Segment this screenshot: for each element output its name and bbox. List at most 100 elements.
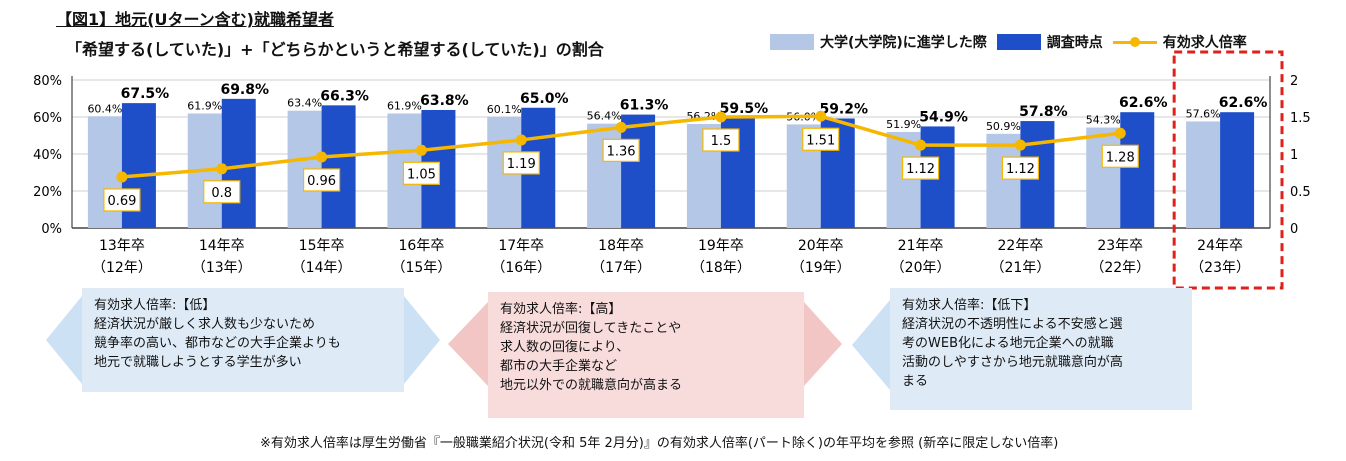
x-tick-sublabel: （22年） [1090,260,1150,276]
note-low-line: 経済状況が厳しく求人数も少ないため [94,317,316,332]
ratio-point [915,139,927,151]
bar-university-label: 60.4% [87,102,122,115]
y-right-tick-label: 2 [1290,74,1298,89]
bar-university [1186,121,1221,228]
bar-university [1086,127,1121,228]
legend-label-survey: 調査時点 [1046,35,1103,51]
ratio-label: 1.36 [607,144,636,159]
note-high-line: 地元以外での就職意向が高まる [500,378,683,393]
y-left-tick-label: 20% [33,185,62,200]
ratio-point [116,171,128,183]
bar-university-label: 57.6% [1186,107,1221,120]
x-tick-sublabel: （23年） [1190,260,1250,276]
y-right-tick-label: 0.5 [1290,185,1311,200]
bar-university-label: 60.1% [487,103,522,116]
x-tick-label: 14年卒 [199,238,245,254]
x-tick-label: 15年卒 [299,238,345,254]
note-high-line: 求人数の回復により、 [500,340,630,355]
x-tick-sublabel: （15年） [392,260,452,276]
y-left-tick-label: 60% [33,111,62,126]
ratio-label-box [302,168,341,192]
bar-survey [221,98,256,229]
bar-university [986,133,1021,228]
ratio-label-box [802,127,840,151]
bar-survey-label: 57.8% [1019,104,1068,120]
x-tick-sublabel: （13年） [192,260,252,276]
x-tick-sublabel: （18年） [691,260,751,276]
arrow-left-icon [852,300,890,390]
bar-survey [1220,112,1255,228]
bar-survey-label: 67.5% [121,86,170,102]
x-tick-label: 20年卒 [798,238,844,254]
bar-survey [621,114,656,228]
legend-item-survey: 調査時点 [996,32,1103,52]
ratio-label: 1.5 [711,134,732,149]
bar-survey-label: 65.0% [520,91,569,107]
ratio-point [715,111,727,123]
bar-university-label: 56.4% [587,110,622,123]
bar-survey-label: 62.6% [1119,95,1168,111]
bar-survey [321,105,356,228]
bar-university-label: 63.4% [287,97,322,110]
ratio-point [415,144,427,156]
highlight-box [1172,50,1284,290]
x-tick-sublabel: （20年） [891,260,951,276]
note-decline-line: まる [902,374,929,389]
bar-survey-label: 66.3% [320,88,369,104]
bar-university [886,131,921,228]
note-decline-line: 経済状況の不透明性による不安感と選 [902,317,1123,332]
ratio-label-box [402,161,441,185]
bar-university-label: 61.9% [387,99,422,112]
x-tick-sublabel: （21年） [991,260,1051,276]
legend-swatch-line [1112,34,1157,50]
x-tick-label: 22年卒 [998,238,1044,254]
bar-university-label: 51.9% [886,118,921,131]
ratio-label: 0.8 [211,186,232,201]
ratio-point [815,110,827,122]
ratio-label: 1.12 [1006,162,1035,177]
x-tick-label: 21年卒 [898,238,944,254]
arrow-right-icon [804,302,842,386]
x-tick-sublabel: （16年） [491,260,551,276]
ratio-label-box [1101,144,1139,168]
chart-title: 【図1】地元(Uターン含む)就職希望者 [56,10,334,29]
ratio-label-box [203,180,241,204]
note-low-line: 地元で就職しようとする学生が多い [94,355,302,370]
footnote: ※有効求人倍率は厚生労働省『一般職業紹介状況(令和 5年 2月分)』の有効求人倍… [260,436,1059,451]
legend-item-ratio: 有効求人倍率 [1112,32,1247,52]
x-tick-label: 13年卒 [99,238,145,254]
x-tick-label: 16年卒 [399,238,445,254]
ratio-label: 1.28 [1106,150,1135,165]
note-box-high: 有効求人倍率:【高】 経済状況が回復してきたことや 求人数の回復により、 都市の… [488,292,804,418]
arrow-right-icon [404,296,440,384]
note-low-line: 競争率の高い、都市などの大手企業よりも [94,336,341,351]
legend-label-ratio: 有効求人倍率 [1162,35,1247,51]
y-left-tick-label: 80% [33,74,62,89]
bar-university-label: 61.9% [187,99,222,112]
legend-swatch-light [770,34,814,50]
ratio-label: 0.69 [107,194,136,209]
ratio-point [615,121,627,133]
bar-survey-label: 54.9% [919,109,968,125]
bar-university-label: 54.3% [1086,114,1121,127]
x-tick-label: 19年卒 [698,238,744,254]
chart-subtitle: 「希望する(していた)」+「どちらかというと希望する(していた)」の割合 [66,40,604,59]
ratio-label-box [602,138,640,162]
ratio-label-box [1001,156,1040,180]
bar-survey-label: 62.6% [1219,95,1268,111]
y-left-tick-label: 0% [41,222,62,237]
bar-university-label: 50.9% [986,120,1021,133]
arrow-left-icon [448,302,488,386]
ratio-point [316,151,328,163]
note-high-line: 経済状況が回復してきたことや [500,321,682,336]
y-left-tick-label: 40% [33,148,62,163]
note-decline-line: 活動のしやすさから地元就職意向が高 [902,355,1123,370]
legend-label-university: 大学(大学院)に進学した際 [820,35,987,51]
y-right-tick-label: 1.5 [1290,111,1311,126]
ratio-point [1014,139,1026,151]
x-tick-label: 23年卒 [1097,238,1143,254]
y-right-tick-label: 0 [1290,222,1298,237]
x-tick-label: 18年卒 [598,238,644,254]
arrow-left-icon [46,296,82,384]
ratio-point [216,163,228,175]
